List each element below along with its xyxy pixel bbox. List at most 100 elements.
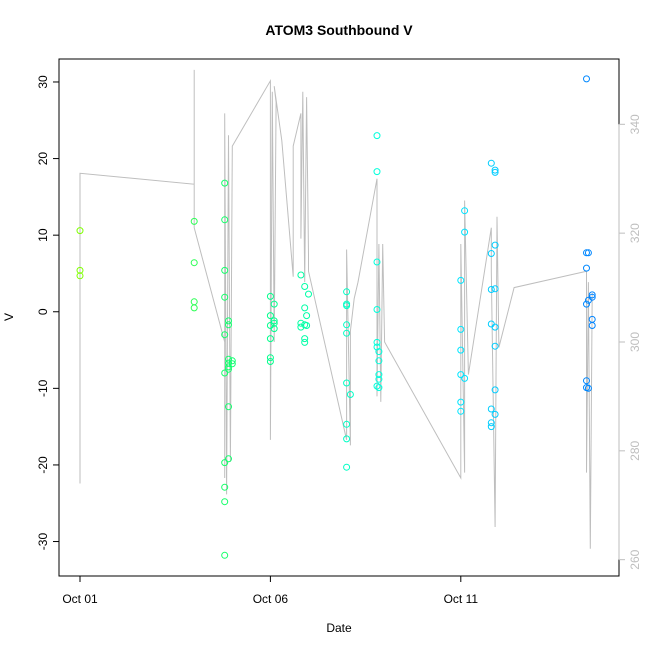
- data-point: [343, 435, 351, 443]
- data-point: [373, 132, 381, 140]
- data-point: [221, 369, 229, 377]
- data-point: [343, 288, 351, 296]
- data-point: [457, 398, 465, 406]
- secondary-line-layer: [79, 69, 593, 549]
- data-point: [305, 290, 312, 298]
- data-point: [301, 283, 309, 290]
- data-point: [373, 258, 381, 266]
- data-point: [491, 285, 499, 293]
- data-point: [583, 300, 590, 308]
- data-point: [343, 321, 351, 329]
- data-point: [270, 317, 278, 325]
- data-point: [190, 298, 198, 306]
- data-point: [190, 217, 198, 225]
- left-axis-tick-label: 30: [36, 75, 50, 89]
- data-point: [487, 405, 495, 413]
- data-point: [225, 455, 232, 463]
- data-point: [270, 300, 278, 308]
- data-point: [375, 375, 383, 383]
- data-point: [303, 322, 311, 329]
- data-point: [343, 302, 351, 310]
- data-point: [491, 241, 499, 249]
- data-point: [373, 306, 381, 313]
- data-point: [221, 331, 229, 339]
- data-point: [346, 391, 354, 398]
- data-point: [221, 216, 229, 224]
- data-point: [373, 343, 381, 351]
- data-point: [375, 357, 383, 365]
- data-point: [266, 354, 274, 362]
- data-point: [588, 293, 596, 301]
- data-point: [76, 266, 84, 274]
- data-point: [583, 75, 590, 83]
- data-point: [301, 338, 309, 346]
- data-point: [221, 459, 229, 467]
- data-point: [373, 382, 381, 390]
- data-point: [491, 410, 499, 418]
- x-axis-tick-label: Oct 01: [62, 592, 98, 606]
- chart-title: ATOM3 Southbound V: [265, 22, 413, 38]
- data-point: [190, 304, 198, 312]
- data-point: [225, 355, 232, 363]
- data-point: [221, 498, 229, 506]
- secondary-series-line: [79, 69, 593, 549]
- left-axis-tick-label: -30: [36, 533, 50, 551]
- data-point: [375, 371, 383, 379]
- data-point: [76, 272, 84, 280]
- data-point: [491, 342, 499, 350]
- data-point: [266, 358, 274, 365]
- x-axis: Oct 01 Oct 06 Oct 11: [62, 575, 478, 606]
- data-point: [457, 276, 465, 284]
- right-axis-tick-label: 320: [628, 223, 642, 243]
- data-point: [76, 227, 84, 235]
- data-point: [375, 348, 383, 356]
- data-point: [588, 322, 596, 329]
- data-point: [491, 166, 499, 174]
- data-point: [373, 168, 381, 176]
- data-point: [343, 379, 351, 387]
- left-y-axis: -30 -20 -10 0 10 20 30: [36, 75, 60, 551]
- data-point: [491, 386, 499, 394]
- data-point: [266, 335, 274, 343]
- data-point: [487, 320, 495, 328]
- data-point: [225, 321, 232, 329]
- data-point: [343, 463, 351, 471]
- right-axis-tick-label: 280: [628, 440, 642, 460]
- right-axis-tick-label: 260: [628, 549, 642, 569]
- data-point: [301, 335, 309, 343]
- data-point: [301, 304, 309, 312]
- data-point: [375, 384, 383, 392]
- data-point: [228, 357, 236, 365]
- data-point: [225, 317, 232, 325]
- data-point: [487, 250, 495, 257]
- data-point: [221, 551, 229, 559]
- data-point: [457, 407, 465, 415]
- x-axis-tick-label: Oct 06: [253, 592, 289, 606]
- data-point: [491, 168, 499, 176]
- data-point: [457, 325, 465, 333]
- data-point: [487, 286, 495, 293]
- data-point: [461, 228, 469, 236]
- right-axis-tick-label: 300: [628, 332, 642, 352]
- data-point: [584, 249, 592, 257]
- data-point: [225, 365, 232, 373]
- data-point: [343, 420, 351, 428]
- data-point: [491, 323, 499, 331]
- left-axis-tick-label: -20: [36, 456, 50, 474]
- points-layer: [76, 75, 596, 559]
- plot-frame: [58, 58, 620, 577]
- data-point: [457, 346, 465, 354]
- data-point: [583, 377, 590, 385]
- data-point: [190, 259, 198, 267]
- left-axis-tick-label: 0: [36, 308, 50, 315]
- data-point: [225, 403, 232, 411]
- data-point: [461, 374, 469, 382]
- right-axis-tick-label: 340: [628, 114, 642, 134]
- data-point: [221, 179, 229, 187]
- data-point: [343, 329, 351, 337]
- data-point: [270, 319, 278, 327]
- y-axis-label: V: [2, 313, 16, 321]
- data-point: [303, 312, 311, 320]
- data-point: [266, 292, 274, 300]
